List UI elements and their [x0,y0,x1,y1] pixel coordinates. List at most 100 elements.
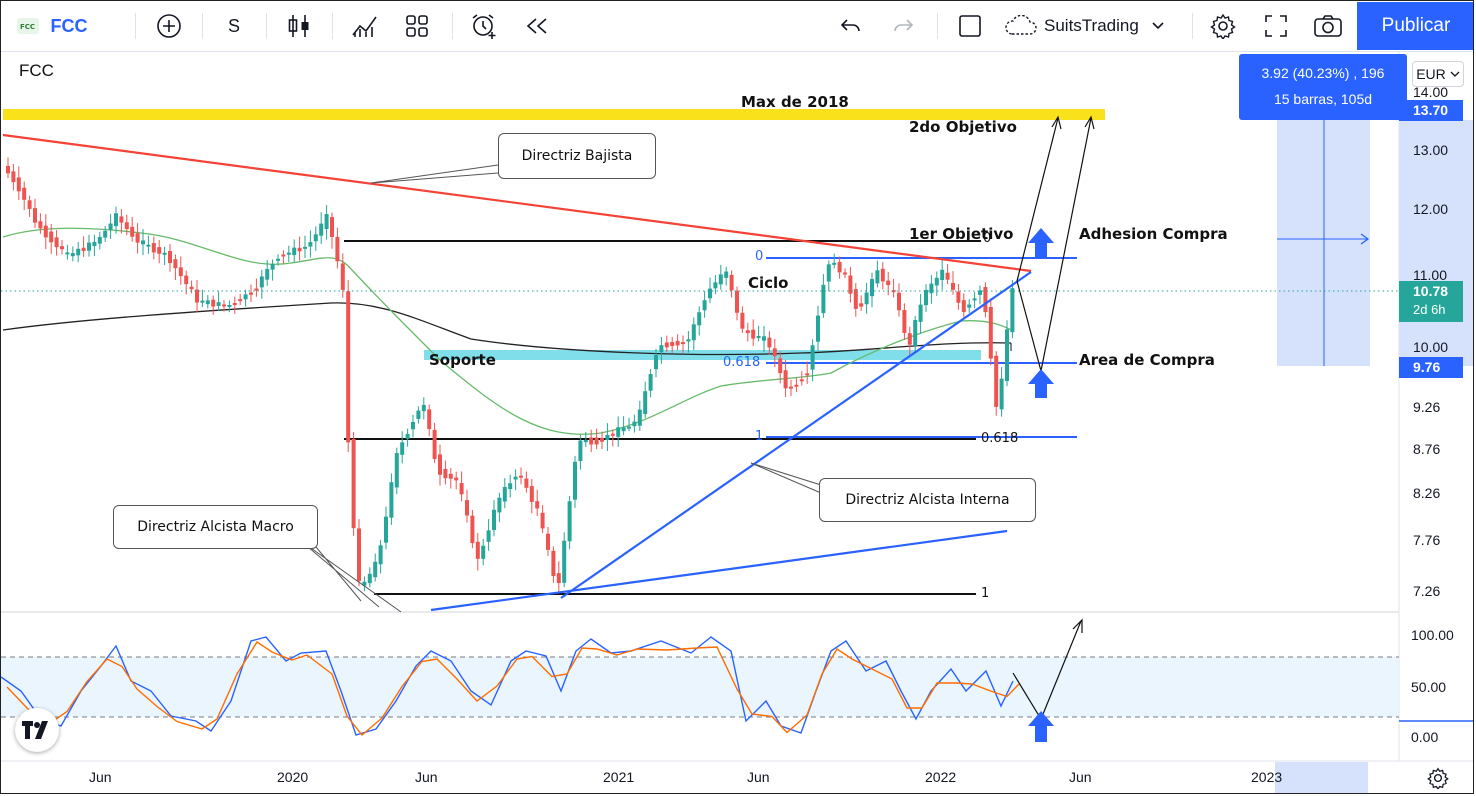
publish-button[interactable]: Publicar [1357,2,1473,50]
undo-button[interactable] [835,1,867,51]
candle-body [292,247,297,256]
currency-selector[interactable]: EUR [1412,61,1464,87]
measure-price-highlight [1399,120,1473,366]
indicators-button[interactable] [349,1,381,51]
candle-body [60,246,64,250]
candle-body [492,509,496,531]
candle-body [313,234,318,242]
candle-body [54,237,59,248]
candle-body [627,426,631,429]
cycle-label: Ciclo [748,274,789,292]
candle-body [853,289,858,309]
candle-body [49,231,54,243]
fib-black-label-1: 1 [981,586,990,601]
camera-icon [1314,15,1342,37]
redo-button[interactable] [887,1,919,51]
candle-body [76,248,81,256]
candle-body [708,288,712,299]
projection-path-2 [1016,117,1059,282]
directriz-alcista-interna-callout[interactable]: Directriz Alcista Interna [819,478,1036,522]
toolbar-divider [135,13,136,39]
redo-icon [894,19,914,32]
candle-body [459,483,464,495]
candle-body [308,242,313,247]
candle-body [389,482,394,518]
settings-button[interactable] [1206,1,1240,51]
candle-body [600,438,604,442]
candle-body [157,247,162,254]
candle-body [411,421,415,430]
candle-body [16,177,21,192]
candle-body [670,341,675,347]
candle-body [729,274,734,291]
candle-body [222,304,226,307]
candle-body [929,283,934,294]
candle-body [351,438,356,529]
candle-body [756,335,761,338]
candle-body [108,223,113,230]
directriz-alcista-interna-connector [750,462,822,494]
measure-line-1: 3.92 (40.23%) , 196 [1261,65,1385,81]
directriz-alcista-macro-callout[interactable]: Directriz Alcista Macro [113,505,318,549]
candle-body [216,302,221,306]
alert-button[interactable] [467,1,501,51]
replay-button[interactable] [521,1,553,51]
interval-button[interactable]: S [219,1,249,51]
directriz-alcista-macro-connector [300,540,402,613]
candle-body [87,242,91,251]
candle-body [864,292,869,305]
candle-body [502,486,507,502]
templates-button[interactable] [399,1,435,51]
compare-add-symbol-button[interactable] [152,1,186,51]
gear-icon [1427,767,1449,791]
candle-body [454,477,459,481]
grid-icon [406,15,428,37]
candle-body [664,342,669,348]
candle-body [384,516,388,543]
candle-body [632,421,637,427]
candle-body [940,269,945,281]
candle-body [243,294,248,300]
candle-body [567,501,572,542]
snapshot-button[interactable] [1311,1,1345,51]
chart-type-button[interactable] [283,1,315,51]
candle-body [724,271,729,278]
fullscreen-button[interactable] [1260,1,1292,51]
square-icon [959,15,981,37]
account-layout-menu[interactable]: SuitsTrading [1004,1,1184,51]
chart-settings-button[interactable] [1427,767,1449,791]
candle-body [162,252,167,255]
candle-body [432,429,437,459]
candle-body [767,337,772,348]
candle-body [654,355,658,370]
price-badge-last: 10.78 [1413,283,1449,299]
candle-body [978,290,982,295]
legend-symbol: FCC [19,61,54,80]
fib-black-label-0: 0 [983,231,992,246]
directriz-bajista-line [2,133,1032,273]
candle-body [405,433,410,439]
candle-body [875,270,880,284]
oscillator-tick: 0.00 [1411,729,1439,745]
oscillator-buy-arrow-icon [1028,711,1054,742]
candle-body [427,409,432,429]
candle-body [146,244,151,247]
candle-body [951,283,955,290]
layout-button[interactable] [953,1,987,51]
tradingview-logo-icon[interactable] [15,708,59,752]
directriz-bajista-callout[interactable]: Directriz Bajista [498,133,656,179]
candle-body [124,222,129,230]
candle-body [443,468,448,479]
candle-body [346,291,351,443]
candle-body [265,269,270,280]
directriz-alcista-macro-line [430,529,1008,612]
symbol-search-button[interactable]: FCC [47,1,91,51]
candle-body [362,581,367,586]
candle-body [97,236,102,244]
candle-body [789,386,793,389]
candle-body [697,312,702,326]
candle-body [999,378,1004,410]
candle-body [745,330,750,334]
